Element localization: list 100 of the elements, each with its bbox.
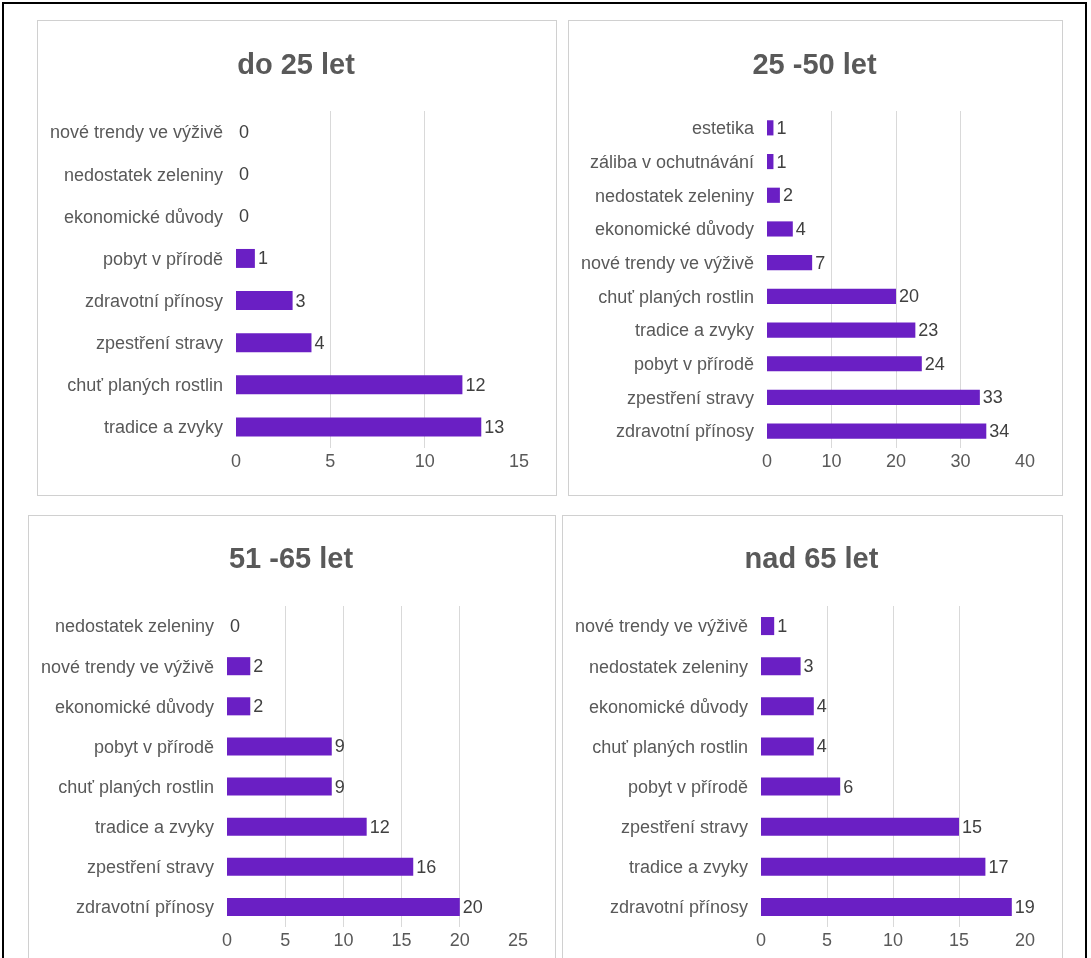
bar bbox=[761, 777, 841, 796]
x-tick-label: 10 bbox=[333, 930, 354, 950]
x-tick-label: 15 bbox=[508, 451, 530, 471]
chart-title: 25 -50 let bbox=[752, 48, 877, 81]
bar bbox=[767, 389, 980, 406]
data-label: 33 bbox=[982, 387, 1003, 408]
y-tick-label: chuť planých rostlin bbox=[58, 776, 214, 797]
data-label: 1 bbox=[777, 616, 788, 637]
data-label: 23 bbox=[918, 320, 939, 341]
data-label: 4 bbox=[816, 736, 827, 757]
data-label: 12 bbox=[369, 816, 390, 837]
bar bbox=[761, 737, 814, 756]
y-tick-label: pobyt v přírodě bbox=[102, 248, 223, 269]
x-tick-label: 5 bbox=[325, 451, 336, 471]
bar bbox=[227, 897, 460, 916]
data-label: 15 bbox=[962, 816, 983, 837]
data-label: 1 bbox=[776, 117, 787, 138]
bar bbox=[767, 221, 793, 237]
x-tick-label: 20 bbox=[885, 451, 907, 471]
x-tick-label: 0 bbox=[230, 451, 242, 471]
chart-title: nad 65 let bbox=[744, 542, 879, 575]
y-tick-label: nové trendy ve výživě bbox=[40, 656, 214, 677]
x-tick-label: 10 bbox=[414, 451, 435, 471]
bar bbox=[236, 333, 312, 353]
chart-title: do 25 let bbox=[237, 48, 356, 81]
bar bbox=[767, 120, 774, 136]
chart-title: 51 -65 let bbox=[228, 542, 354, 575]
bar bbox=[236, 248, 255, 268]
bar bbox=[227, 817, 367, 836]
y-tick-label: zpestření stravy bbox=[620, 816, 748, 837]
data-label: 20 bbox=[462, 896, 483, 917]
x-tick-label: 30 bbox=[950, 451, 971, 471]
y-tick-label: chuť planých rostlin bbox=[67, 375, 223, 396]
bar bbox=[236, 291, 293, 311]
bar bbox=[767, 153, 774, 170]
data-label: 24 bbox=[924, 353, 945, 374]
bar bbox=[761, 857, 986, 876]
data-label: 4 bbox=[816, 696, 827, 717]
y-tick-label: tradice a zvyky bbox=[628, 857, 748, 878]
y-tick-label: zdravotní přínosy bbox=[615, 421, 754, 442]
x-tick-label: 40 bbox=[1014, 451, 1036, 471]
data-label: 0 bbox=[230, 616, 241, 637]
y-tick-label: tradice a zvyky bbox=[94, 816, 214, 837]
y-tick-label: nedostatek zeleniny bbox=[594, 185, 754, 206]
bar bbox=[761, 817, 959, 836]
y-tick-label: chuť planých rostlin bbox=[598, 286, 754, 307]
x-tick-label: 10 bbox=[821, 451, 842, 471]
bar bbox=[236, 417, 482, 437]
y-tick-label: nové trendy ve výživě bbox=[574, 616, 748, 637]
bar bbox=[767, 356, 922, 372]
data-label: 17 bbox=[988, 856, 1009, 877]
data-label: 20 bbox=[899, 286, 920, 307]
bar bbox=[767, 255, 813, 271]
bar bbox=[761, 897, 1012, 916]
data-label: 1 bbox=[257, 248, 268, 269]
y-tick-label: nedostatek zeleniny bbox=[63, 164, 223, 185]
y-tick-label: tradice a zvyky bbox=[634, 320, 754, 341]
y-tick-label: tradice a zvyky bbox=[103, 417, 223, 438]
y-tick-label: záliba v ochutnávání bbox=[589, 151, 754, 172]
data-label: 2 bbox=[253, 656, 264, 677]
x-tick-label: 5 bbox=[280, 930, 291, 950]
bar bbox=[767, 187, 780, 203]
data-label: 0 bbox=[239, 122, 250, 143]
x-tick-label: 10 bbox=[882, 930, 904, 950]
data-label: 3 bbox=[803, 656, 814, 677]
data-label: 9 bbox=[334, 736, 345, 757]
y-tick-label: zdravotní přínosy bbox=[84, 290, 223, 311]
y-tick-label: ekonomické důvody bbox=[594, 219, 754, 240]
x-tick-label: 0 bbox=[761, 451, 773, 471]
data-label: 19 bbox=[1014, 896, 1035, 917]
bar bbox=[767, 322, 916, 338]
data-label: 12 bbox=[465, 374, 486, 395]
y-tick-label: zdravotní přínosy bbox=[75, 897, 214, 918]
data-label: 1 bbox=[776, 151, 787, 172]
y-tick-label: nedostatek zeleniny bbox=[588, 656, 748, 677]
y-tick-label: zdravotní přínosy bbox=[609, 897, 748, 918]
bar bbox=[227, 737, 332, 756]
y-tick-label: nové trendy ve výživě bbox=[580, 252, 754, 273]
x-tick-label: 5 bbox=[821, 930, 833, 950]
x-tick-label: 0 bbox=[221, 930, 233, 950]
x-tick-label: 15 bbox=[391, 930, 412, 950]
y-tick-label: zpestření stravy bbox=[95, 332, 223, 353]
data-label: 34 bbox=[989, 421, 1010, 442]
y-tick-label: pobyt v přírodě bbox=[93, 736, 214, 757]
y-tick-label: pobyt v přírodě bbox=[627, 776, 748, 797]
y-tick-label: nové trendy ve výživě bbox=[49, 122, 223, 143]
y-tick-label: ekonomické důvody bbox=[63, 206, 223, 227]
x-tick-label: 0 bbox=[755, 930, 767, 950]
x-tick-label: 15 bbox=[948, 930, 970, 950]
bar bbox=[767, 423, 987, 439]
y-tick-label: zpestření stravy bbox=[86, 857, 214, 878]
y-tick-label: chuť planých rostlin bbox=[592, 736, 748, 757]
data-label: 0 bbox=[239, 206, 250, 227]
x-tick-label: 20 bbox=[1014, 930, 1036, 950]
data-label: 7 bbox=[815, 252, 826, 273]
data-label: 2 bbox=[782, 185, 793, 206]
data-label: 16 bbox=[416, 856, 437, 877]
data-label: 4 bbox=[314, 332, 325, 353]
data-label: 3 bbox=[295, 290, 306, 311]
data-label: 0 bbox=[239, 164, 250, 185]
